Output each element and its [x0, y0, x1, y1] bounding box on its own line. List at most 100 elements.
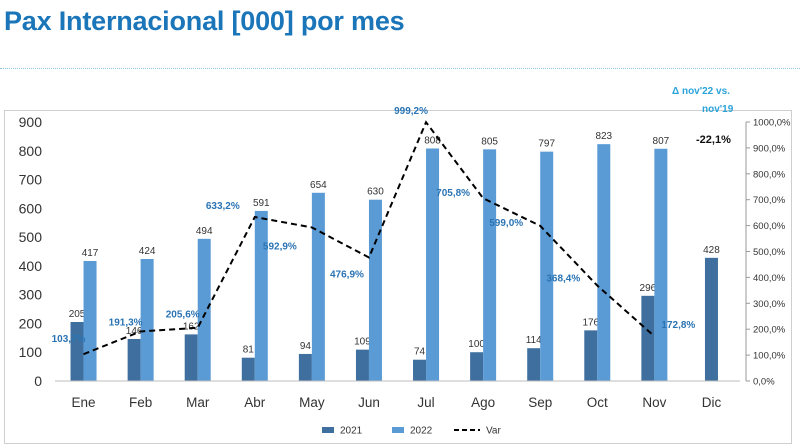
x-category-label: May — [299, 395, 325, 410]
bar-2021-value-label: 162 — [183, 321, 200, 332]
bar-2021 — [527, 348, 541, 381]
right-y-tick-label: 600,0% — [753, 221, 786, 232]
change-note-period: nov'19 — [702, 104, 734, 115]
left-y-axis: 0 100 200 300 400 500 600 700 800 900 — [19, 114, 43, 389]
bar-2021 — [704, 257, 718, 381]
change-note-value: -22,1% — [696, 134, 731, 146]
left-y-tick-label: 100 — [19, 344, 43, 360]
bar-2021-value-label: 205 — [69, 309, 86, 320]
left-y-tick-label: 0 — [34, 373, 42, 389]
bar-2021-value-label: 176 — [582, 317, 599, 328]
bar-2022 — [654, 148, 668, 381]
x-category-label: Abr — [244, 395, 266, 410]
bar-2021-value-label: 296 — [640, 283, 657, 294]
right-y-tick-label: 0,0% — [753, 377, 775, 388]
bar-2022 — [311, 192, 325, 381]
bar-2021 — [641, 295, 655, 381]
bar-2022 — [197, 238, 211, 381]
bar-2021-value-label: 428 — [703, 245, 720, 256]
title-divider — [0, 68, 800, 69]
change-note-label: Δ nov'22 vs. — [672, 86, 730, 97]
left-y-tick-label: 800 — [19, 143, 43, 159]
page-title: Pax Internacional [000] por mes — [4, 6, 405, 36]
right-y-axis: 0,0% 100,0% 200,0% 300,0% 400,0% 500,0% 600,0%… — [745, 118, 791, 388]
bar-2021-value-label: 94 — [300, 341, 312, 352]
bar-2022 — [83, 260, 97, 381]
right-y-tick-label: 1000,0% — [753, 118, 791, 129]
right-y-tick-label: 800,0% — [753, 169, 786, 180]
var-value-label: 592,9% — [263, 241, 297, 252]
left-y-tick-label: 300 — [19, 287, 43, 303]
bar-2022-value-label: 805 — [481, 136, 498, 147]
var-value-label: 599,0% — [489, 218, 523, 229]
bar-2021 — [470, 352, 484, 381]
bar-2021 — [241, 357, 255, 381]
chart-frame — [4, 110, 792, 444]
bar-2022-value-label: 417 — [82, 248, 99, 259]
var-value-label: 705,8% — [436, 188, 470, 199]
bar-2022-value-label: 494 — [196, 226, 213, 237]
bar-2021-value-label: 81 — [243, 345, 255, 356]
bar-2021-value-label: 100 — [468, 339, 485, 350]
bar-2021 — [127, 338, 141, 381]
bar-2022-value-label: 808 — [424, 135, 441, 146]
bar-2022 — [254, 210, 268, 381]
x-axis: Ene Feb Mar Abr May Jun Jul Ago Sep Oct Nov Dic — [55, 380, 740, 410]
var-value-label: 103,7% — [52, 334, 86, 345]
bar-2022-value-label: 807 — [653, 136, 670, 147]
right-y-tick-label: 100,0% — [753, 351, 786, 362]
x-category-label: Sep — [528, 395, 552, 410]
x-category-label: Ago — [471, 395, 495, 410]
x-category-label: Mar — [186, 395, 210, 410]
left-y-tick-label: 200 — [19, 315, 43, 331]
left-y-tick-label: 500 — [19, 229, 43, 245]
x-category-label: Oct — [587, 395, 608, 410]
bar-2022-value-label: 424 — [139, 246, 156, 257]
bar-2022-value-label: 591 — [253, 198, 270, 209]
bar-2021-value-label: 74 — [414, 347, 426, 358]
bar-2022-value-label: 654 — [310, 180, 327, 191]
x-category-label: Feb — [129, 395, 152, 410]
bar-2022 — [597, 144, 611, 381]
x-category-label: Ene — [72, 395, 96, 410]
legend-swatch-2022 — [392, 427, 404, 433]
bar-2022 — [540, 151, 554, 381]
x-category-label: Jul — [417, 395, 434, 410]
var-value-label: 368,4% — [546, 274, 580, 285]
legend-label-var: Var — [486, 426, 501, 437]
bar-2022 — [140, 258, 154, 381]
left-y-tick-label: 400 — [19, 258, 43, 274]
bar-2021 — [413, 359, 427, 381]
right-y-tick-label: 900,0% — [753, 143, 786, 154]
legend-swatch-2021 — [322, 427, 334, 433]
bar-2021-value-label: 109 — [354, 337, 371, 348]
right-y-tick-label: 400,0% — [753, 273, 786, 284]
bar-2022 — [368, 199, 382, 381]
left-y-tick-label: 900 — [19, 114, 43, 130]
bar-2021 — [584, 330, 598, 381]
chart-legend: 2021 2022 Var — [322, 426, 501, 437]
right-y-tick-label: 700,0% — [753, 195, 786, 206]
bar-series: 205 417 146 424 162 494 81 591 94 654 109 630 74 808 1… — [69, 131, 720, 381]
var-value-label: 999,2% — [394, 106, 428, 117]
x-category-label: Dic — [702, 395, 722, 410]
bar-2022 — [483, 149, 497, 381]
bar-2021 — [184, 334, 198, 381]
bar-2022 — [426, 148, 440, 381]
bar-2021 — [70, 322, 84, 381]
right-y-tick-label: 300,0% — [753, 299, 786, 310]
var-value-label: 633,2% — [206, 201, 240, 212]
bar-2022-value-label: 630 — [367, 187, 384, 198]
var-value-label: 172,8% — [661, 320, 695, 331]
left-y-tick-label: 700 — [19, 172, 43, 188]
left-y-tick-label: 600 — [19, 200, 43, 216]
legend-label-2021: 2021 — [340, 426, 363, 437]
var-value-label: 191,3% — [109, 317, 143, 328]
var-line-series: 103,7% 191,3% 205,6% 633,2% 592,9% 476,9% 999,… — [52, 106, 695, 356]
right-y-tick-label: 500,0% — [753, 247, 786, 258]
bar-2021-value-label: 146 — [126, 326, 143, 337]
bar-2021-value-label: 114 — [526, 335, 542, 346]
legend-label-2022: 2022 — [410, 426, 433, 437]
bar-2021 — [298, 353, 312, 381]
